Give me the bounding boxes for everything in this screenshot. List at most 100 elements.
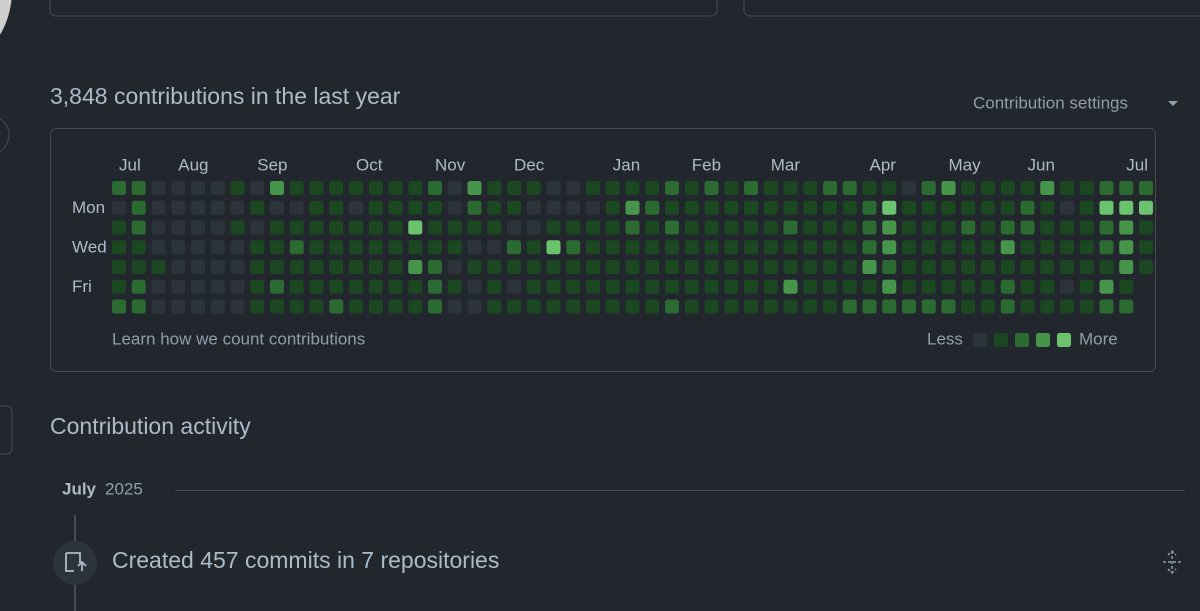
day-cell [507,260,521,274]
day-cell [586,181,600,195]
day-cell [270,279,284,294]
day-cell [961,279,976,294]
day-cell [586,200,600,215]
day-cell [526,200,541,215]
day-cell [566,240,581,255]
day-cell [961,299,976,314]
day-cell [882,220,897,235]
month-label: Apr [870,155,897,174]
day-cell [1099,260,1114,274]
day-cell [526,240,541,255]
day-cell [191,240,205,255]
day-cell [961,200,976,215]
day-cell [526,260,541,274]
day-cell [408,299,423,314]
learn-link[interactable]: Learn how we count contributions [112,329,365,348]
day-cell [250,279,265,294]
day-cell [349,299,363,314]
day-cell [428,279,442,294]
day-cell [171,299,186,314]
day-cell [744,299,758,314]
day-cell [981,181,995,195]
day-cell [112,240,126,255]
day-cell [763,260,778,274]
day-cell [823,200,837,215]
day-cell [941,240,956,255]
side-button [0,405,13,455]
day-cell [447,240,462,255]
day-cell [665,299,679,314]
day-cell [467,260,482,274]
day-cell [467,200,482,215]
month-label: Jun [1028,155,1055,174]
day-cell [862,220,877,235]
day-cell [1040,181,1055,195]
day-cell [368,260,383,274]
day-cell [210,181,225,195]
day-cell [902,240,916,255]
day-cell [309,279,324,294]
day-cell [763,200,778,215]
day-cell [1139,220,1153,235]
event-title[interactable]: Created 457 commits in 7 repositories [112,547,499,573]
day-cell [289,260,304,274]
day-cell [1000,220,1015,235]
day-cell [112,181,126,195]
day-cell [1020,260,1035,274]
day-cell [329,299,344,314]
day-cell [566,260,581,274]
day-cell [1099,181,1114,195]
day-cell [1040,220,1055,235]
day-cell [112,299,126,314]
day-cell [191,299,205,314]
day-cell [1060,279,1074,294]
day-cell [171,200,186,215]
day-cell [309,181,324,195]
event-icon [65,552,87,572]
day-cell [388,220,403,235]
day-cell [1000,181,1015,195]
day-cell [1099,220,1114,235]
day-cell [112,279,126,294]
day-cell [724,260,739,274]
day-cell [862,240,877,255]
day-cell [645,220,660,235]
day-cell [566,299,581,314]
day-cell [684,181,699,195]
year: 2025 [105,479,143,498]
day-cell [467,279,482,294]
day-cell [783,299,798,314]
day-cell [823,260,837,274]
day-cell [1099,200,1114,215]
day-cell [1040,299,1055,314]
day-cell [921,279,936,294]
day-cell [941,299,956,314]
day-cell [902,260,916,274]
day-cell [684,299,699,314]
day-cell [428,299,442,314]
day-cell [862,279,877,294]
day-cell [349,279,363,294]
graph-panel [50,128,1156,372]
settings-menu[interactable]: Contribution settings [973,93,1128,112]
day-cell [1119,299,1134,314]
expand-icon[interactable] [1163,549,1181,575]
day-cell [1060,240,1074,255]
day-cell [704,181,719,195]
day-cell [961,240,976,255]
day-cell [882,181,897,195]
day-cell [368,299,383,314]
day-cell [546,279,561,294]
day-cell [467,220,482,235]
day-cell [250,260,265,274]
day-cell [487,181,502,195]
day-cell [329,181,344,195]
day-cell [487,240,502,255]
day-cell [408,181,423,195]
day-cell [250,181,265,195]
day-cell [1060,220,1074,235]
day-cell [329,220,344,235]
day-cell [981,260,995,274]
legend-less: Less [927,329,963,348]
day-cell [230,220,245,235]
